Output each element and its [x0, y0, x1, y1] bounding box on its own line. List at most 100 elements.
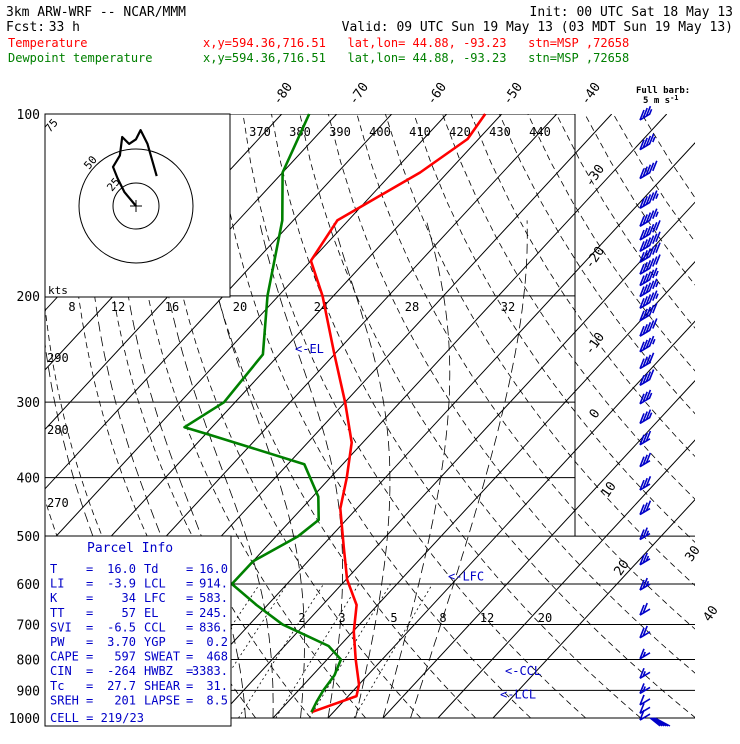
- theta-e-label-430: 430: [489, 125, 511, 139]
- wind-barb-staff: [639, 171, 651, 180]
- parcel-equals: =: [86, 606, 93, 620]
- pressure-label-200: 200: [17, 290, 40, 305]
- dry-adiabat-370: [328, 114, 695, 674]
- wind-barb: [639, 602, 651, 616]
- wind-barb-flag: [642, 356, 648, 367]
- parcel-value: 201: [114, 693, 136, 707]
- wind-barb-flag: [648, 258, 655, 269]
- wind-barb-flag: [642, 527, 648, 538]
- wind-barb-staff: [639, 301, 651, 309]
- wind-barb: [639, 500, 652, 516]
- parcel-equals: =: [186, 650, 193, 664]
- parcel-value: 3.70: [107, 635, 136, 649]
- parcel-equals: =: [86, 679, 93, 693]
- wind-barb: [639, 369, 655, 387]
- wind-barb-half-flag: [642, 686, 646, 692]
- mixing-ratio-8: [275, 583, 360, 719]
- wind-barb-staff: [639, 438, 651, 446]
- moist-adiabat-35: [410, 220, 528, 719]
- parcel-label: LFC: [144, 591, 166, 605]
- wind-barb-staff: [639, 652, 651, 660]
- dry-adiabat-410: [442, 114, 695, 500]
- parcel-label: SVI: [50, 620, 72, 634]
- parcel-equals: =: [86, 650, 93, 664]
- wind-barb-flag: [639, 479, 645, 491]
- wind-barb: [639, 231, 661, 253]
- wind-barb-flag: [645, 409, 652, 420]
- temperature-label--20: -20: [582, 244, 608, 272]
- wind-barb-flag: [642, 227, 648, 239]
- wind-barb-flag: [642, 432, 648, 444]
- hodograph-ring-outer: [78, 148, 194, 264]
- parcel-value: 583.: [199, 591, 228, 605]
- wind-barb-flag: [645, 282, 652, 293]
- mixing-ratio-5: [238, 583, 324, 719]
- temperature-label--80: -80: [270, 80, 296, 108]
- temperature-label--60: -60: [424, 80, 450, 108]
- wind-barb-flag: [645, 430, 652, 442]
- parcel-info-frame: [44, 535, 232, 727]
- wind-barb-flag: [639, 604, 645, 616]
- wind-barb-flag: [639, 667, 645, 679]
- dry-adiabat-480: [641, 114, 695, 199]
- isotherm--60: [45, 114, 448, 550]
- parcel-equals: =: [186, 693, 193, 707]
- wind-barb-flag: [642, 454, 648, 466]
- wind-barb-flag: [652, 233, 658, 244]
- pressure-label-700: 700: [17, 618, 40, 633]
- wind-barb-half-flag: [655, 211, 659, 218]
- wind-barb-flag: [642, 137, 648, 149]
- temperature-label--70: -70: [346, 80, 372, 108]
- temperature-label--40: -40: [578, 80, 604, 108]
- wind-barb-flag: [639, 579, 645, 591]
- wind-barb: [639, 242, 661, 263]
- mixing-ratio-lower-label-8: 8: [439, 611, 446, 625]
- wind-barb-flag: [652, 244, 658, 255]
- wind-barb-surface: [654, 717, 671, 727]
- wind-barb-flag: [645, 212, 652, 223]
- wind-barb-flag: [652, 208, 658, 219]
- wind-barb-flag: [639, 648, 645, 660]
- wind-barb-half-flag: [645, 555, 650, 562]
- parcel-equals: =: [86, 577, 93, 591]
- wind-barb-flag: [648, 369, 655, 380]
- wind-barb-flag: [652, 278, 658, 290]
- wind-barb-half-flag: [655, 281, 659, 288]
- parcel-equals: =: [86, 635, 93, 649]
- wind-barb-flag: [652, 160, 658, 172]
- wind-barb: [639, 552, 651, 566]
- dry-adiabat-380: [356, 114, 695, 630]
- wind-barb: [639, 667, 651, 679]
- wind-barb-half-flag: [652, 338, 656, 345]
- wind-barb-half-flag: [655, 270, 659, 277]
- wind-barb: [639, 160, 658, 180]
- wind-barb: [639, 577, 651, 591]
- mixing-ratio-upper-label-8: 8: [68, 300, 75, 314]
- parcel-label: SREH: [50, 693, 79, 707]
- wind-barb-staff: [639, 361, 651, 370]
- wind-barb: [639, 290, 659, 309]
- parcel-label: Tc: [50, 679, 64, 693]
- dry-adiabat-470: [612, 114, 695, 243]
- mixing-ratio-12: [309, 583, 391, 719]
- wind-barb-flag: [648, 320, 655, 331]
- parcel-equals: =: [86, 693, 93, 707]
- wind-barb-staff: [639, 558, 651, 566]
- parcel-value: 8.5: [206, 693, 228, 707]
- wind-barb-flag: [639, 341, 645, 353]
- parcel-value: -6.5: [107, 620, 136, 634]
- wind-barb-flag: [639, 709, 645, 721]
- wind-barb-flag: [642, 296, 648, 307]
- wind-barb-flag: [639, 393, 645, 405]
- wind-barb: [639, 694, 651, 706]
- wind-barb-staff: [639, 416, 651, 425]
- parcel-label: LAPSE: [144, 693, 180, 707]
- wind-barb-flag: [639, 375, 645, 386]
- wind-barb-staff: [639, 397, 651, 405]
- wind-barb-flag: [642, 261, 648, 273]
- wind-barb-flag: [639, 275, 645, 286]
- pressure-label-500: 500: [17, 530, 40, 545]
- dry-adiabat-400: [413, 114, 695, 543]
- pressure-label-600: 600: [17, 578, 40, 593]
- mixing-ratio-20: [353, 583, 433, 719]
